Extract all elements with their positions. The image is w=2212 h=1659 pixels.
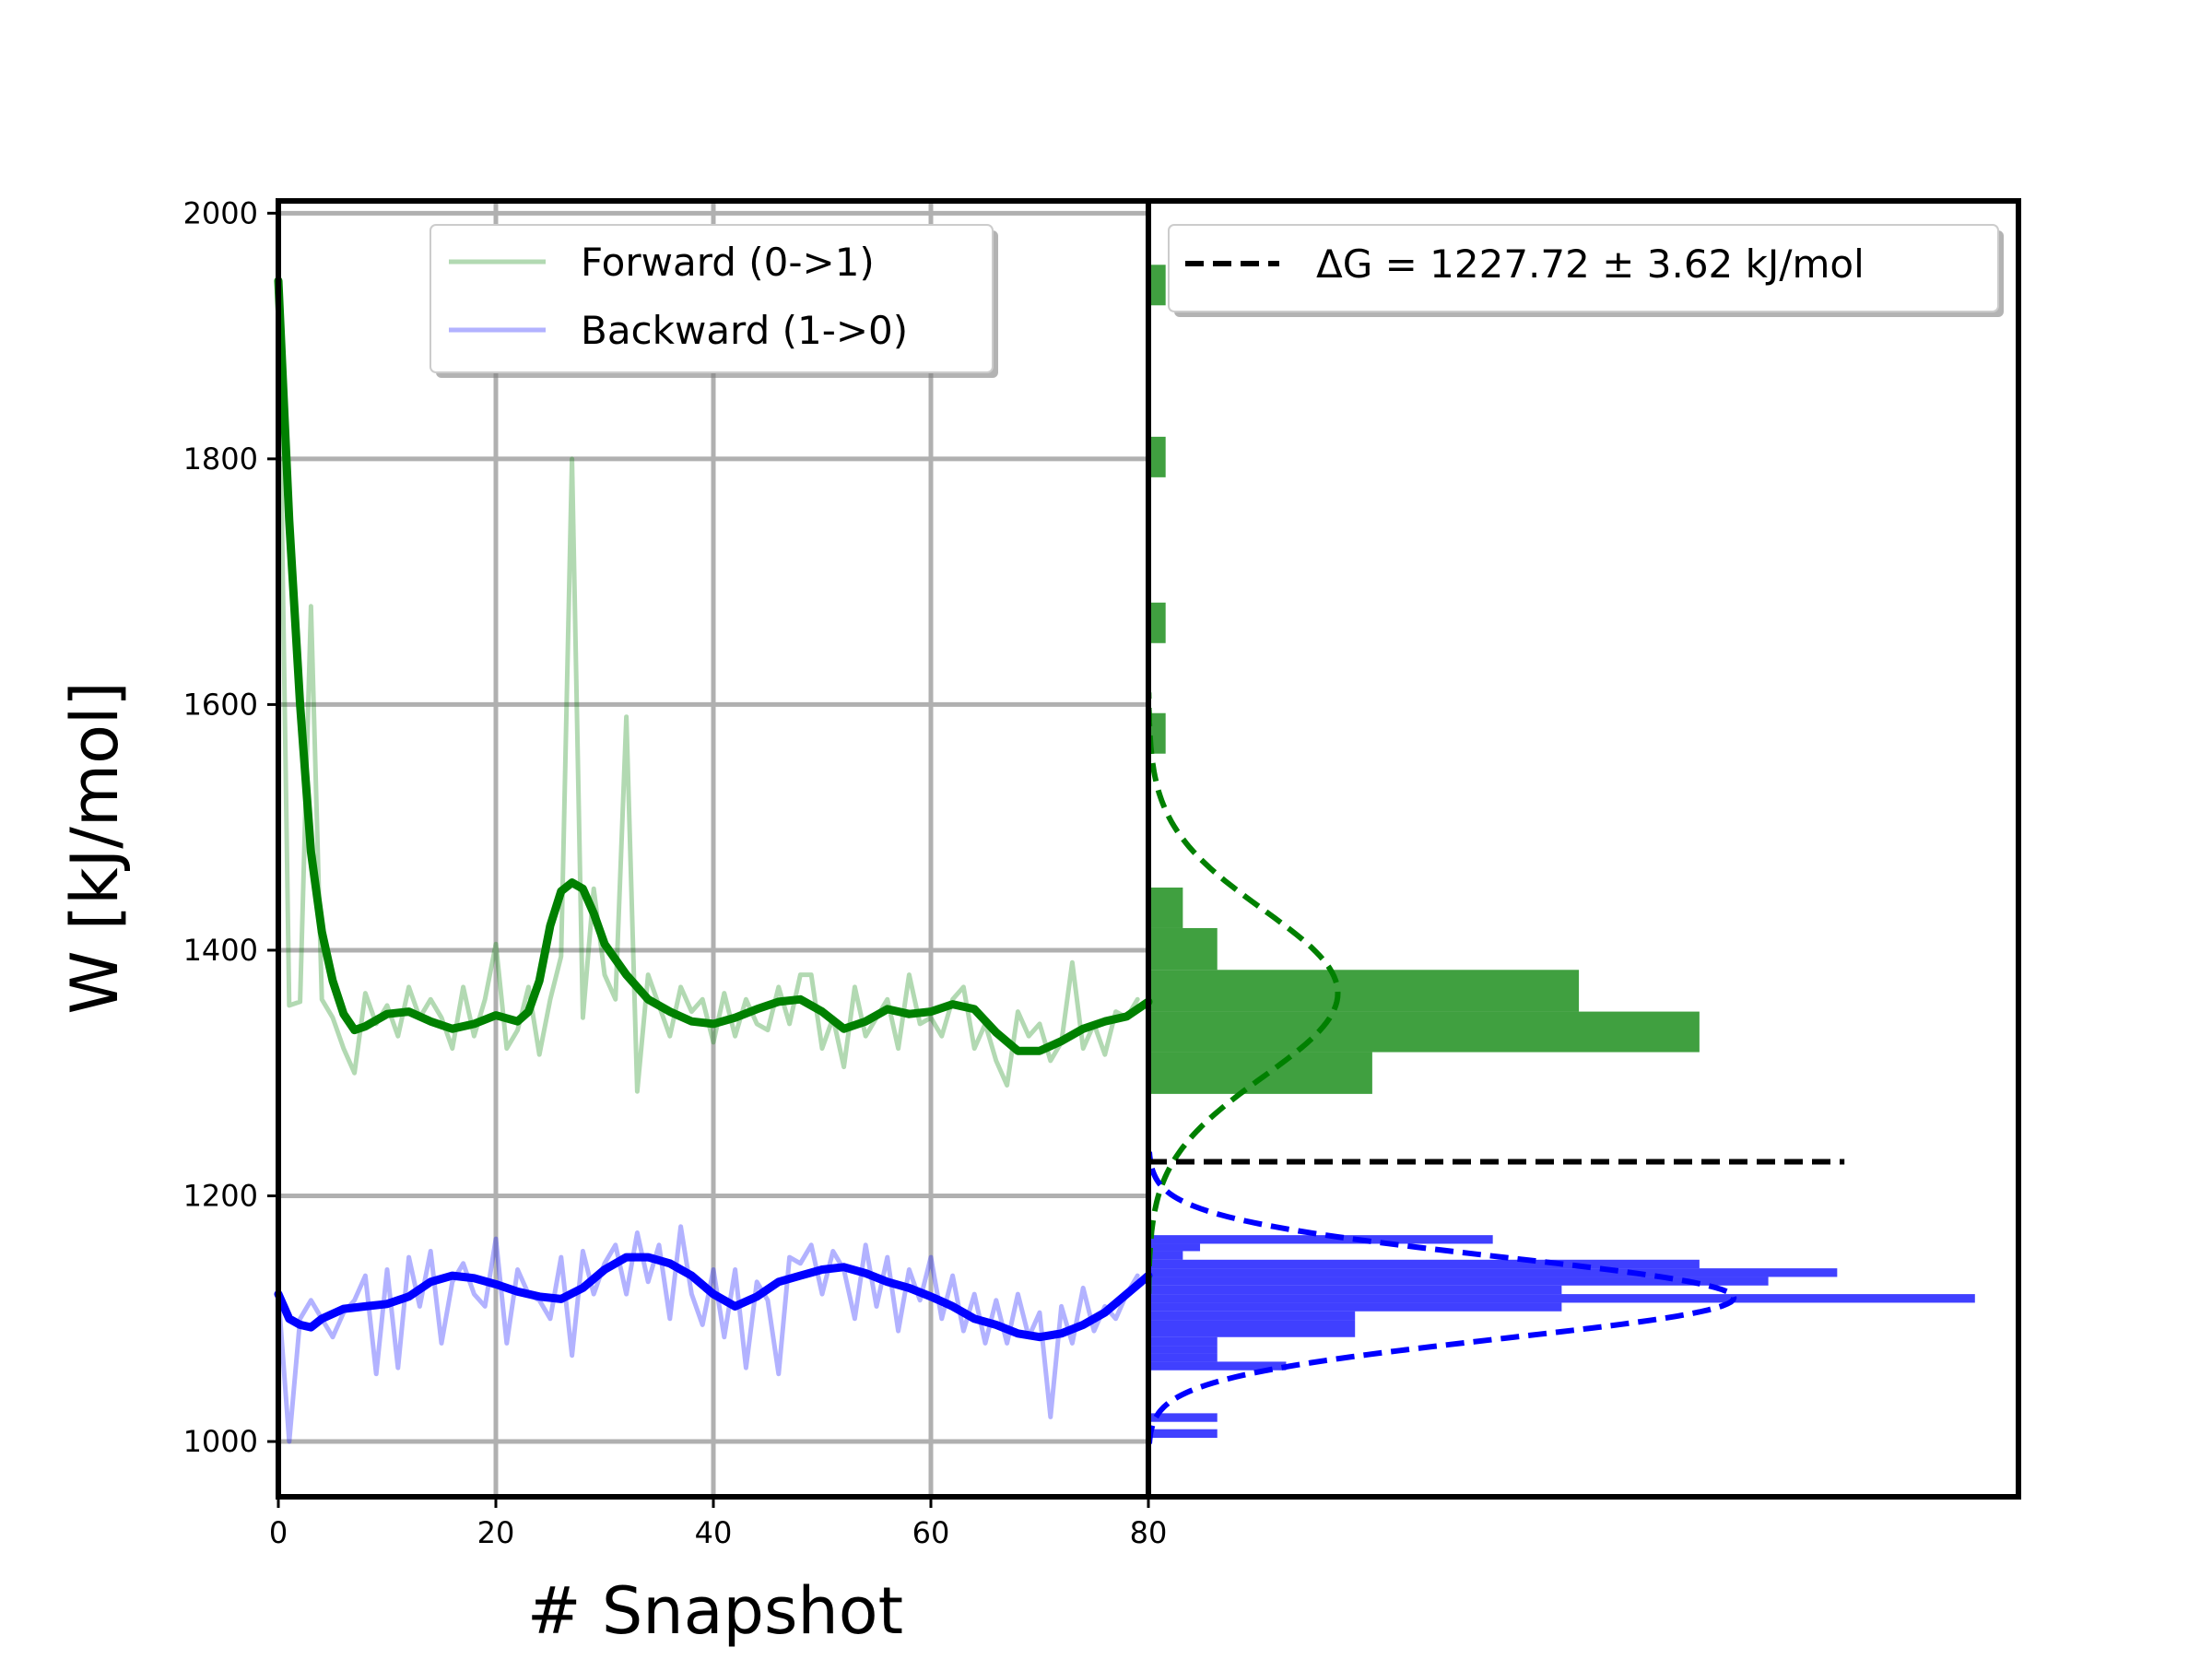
histogram-bar-backward xyxy=(1148,1336,1218,1347)
histogram-bar-backward xyxy=(1148,1346,1218,1354)
y-tick-label: 1200 xyxy=(183,1178,258,1213)
left-legend: Forward (0->1) Backward (1->0) xyxy=(429,224,998,378)
series-smooth-line-3 xyxy=(274,1253,1153,1342)
x-tick-label: 40 xyxy=(695,1515,733,1550)
histogram-bar-backward xyxy=(1148,1251,1183,1260)
histogram-bar-backward xyxy=(1148,1243,1201,1252)
axis-ticks: 1000 1200 1400 1600 1800 2000 0 20 40 60 80 xyxy=(183,195,1168,1550)
histogram-bar-backward xyxy=(1148,1294,1975,1303)
right-histogram xyxy=(1148,265,1975,1439)
legend-delta-g-label: ΔG = 1227.72 ± 3.62 kJ/mol xyxy=(1316,241,1865,287)
histogram-bar-forward xyxy=(1148,927,1218,971)
y-tick-label: 1000 xyxy=(183,1424,258,1459)
y-tick-label: 2000 xyxy=(183,195,258,230)
histogram-bar-forward xyxy=(1148,602,1166,643)
histogram-bar-backward xyxy=(1148,1429,1218,1439)
legend-backward-label: Backward (1->0) xyxy=(581,308,908,353)
series-smooth-line-1 xyxy=(274,276,1153,1055)
histogram-bar-backward xyxy=(1148,1268,1838,1277)
histogram-bar-backward xyxy=(1148,1353,1218,1362)
x-tick-label: 80 xyxy=(1130,1515,1168,1550)
series-raw-line-2 xyxy=(276,1224,1140,1444)
histogram-bar-forward xyxy=(1148,1052,1372,1094)
right-plot-frame xyxy=(1146,198,2021,1500)
legend-forward-label: Forward (0->1) xyxy=(581,240,875,285)
gaussian-fit-forward xyxy=(1146,692,1341,1294)
x-tick-label: 60 xyxy=(912,1515,950,1550)
histogram-bar-forward xyxy=(1148,436,1166,477)
x-axis-title: # Snapshot xyxy=(527,1573,903,1649)
histogram-bar-backward xyxy=(1148,1285,1562,1295)
histogram-bar-forward xyxy=(1148,265,1166,306)
histogram-bar-backward xyxy=(1148,1235,1493,1244)
histogram-bar-backward xyxy=(1148,1302,1562,1312)
gaussian-fit-backward xyxy=(1147,1151,1737,1444)
histogram-bar-backward xyxy=(1148,1320,1356,1337)
histogram-bar-backward xyxy=(1148,1311,1356,1321)
histogram-bar-backward xyxy=(1148,1259,1700,1269)
y-tick-label: 1600 xyxy=(183,687,258,722)
histogram-bar-forward xyxy=(1148,887,1183,928)
x-tick-label: 0 xyxy=(269,1515,288,1550)
histogram-bar-backward xyxy=(1148,1277,1769,1286)
histogram-bar-backward xyxy=(1148,1361,1287,1371)
y-axis-title: W [kJ/mol] xyxy=(57,681,133,1014)
y-tick-label: 1400 xyxy=(183,933,258,968)
left-series xyxy=(274,276,1153,1444)
histogram-bar-forward xyxy=(1148,1011,1700,1053)
right-legend-box xyxy=(1168,224,1999,312)
y-tick-label: 1800 xyxy=(183,441,258,477)
x-tick-label: 20 xyxy=(477,1515,515,1550)
right-legend: ΔG = 1227.72 ± 3.62 kJ/mol xyxy=(1168,224,2004,317)
left-legend-box xyxy=(429,224,994,373)
histogram-bar-backward xyxy=(1148,1413,1218,1422)
right-gaussians xyxy=(1146,692,1737,1444)
series-raw-line-0 xyxy=(276,278,1140,1094)
histogram-bar-forward xyxy=(1148,970,1580,1012)
